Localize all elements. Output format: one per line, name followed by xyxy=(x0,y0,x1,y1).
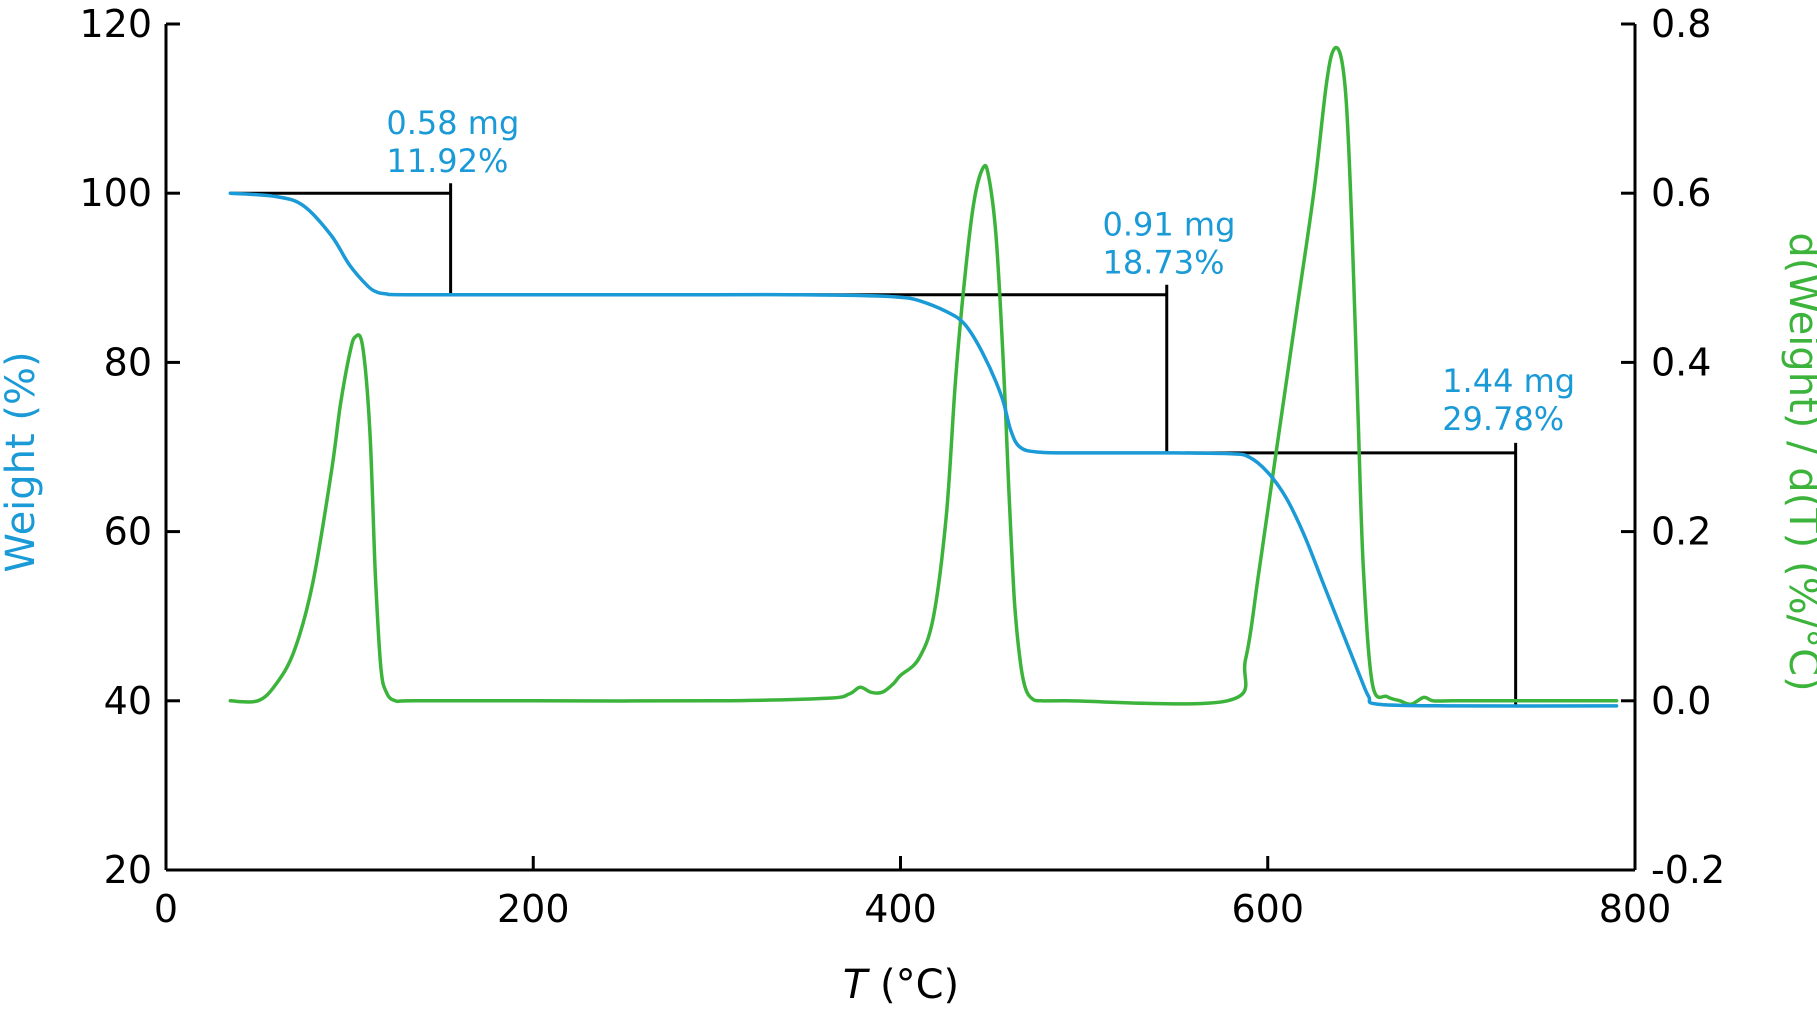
y-left-tick-label: 80 xyxy=(104,340,152,384)
y-left-tick-label: 40 xyxy=(104,679,152,723)
curves xyxy=(228,45,1619,708)
x-tick-label: 800 xyxy=(1599,887,1672,931)
y-left-tick-label: 100 xyxy=(79,171,152,215)
y-axis-left-title: Weight (%) xyxy=(0,351,44,572)
y-right-tick-label: 0.2 xyxy=(1651,510,1711,554)
step-percent-label: 29.78% xyxy=(1442,400,1564,438)
x-tick-label: 600 xyxy=(1231,887,1304,931)
step-percent-label: 11.92% xyxy=(386,142,508,180)
x-tick-label: 400 xyxy=(864,887,937,931)
y-right-tick-label: 0.4 xyxy=(1651,340,1711,384)
y-right-tick-label: 0.8 xyxy=(1651,2,1711,46)
step-mass-label: 1.44 mg xyxy=(1442,362,1575,400)
x-tick-label: 0 xyxy=(154,887,178,931)
y-left-tick-label: 60 xyxy=(104,510,152,554)
step-percent-label: 18.73% xyxy=(1102,244,1224,282)
axes: 0 200 400 600 800 20 40 60 80 100 120 -0.2 0.0 0.2 0.4… xyxy=(79,2,1725,931)
derivative-series-line xyxy=(228,45,1619,706)
y-left-tick-label: 20 xyxy=(104,848,152,892)
x-axis-title: T (°C) xyxy=(843,962,959,1008)
y-axis-right-title: d(Weight) / d(T) (%/°C) xyxy=(1780,232,1817,691)
weight-series-line xyxy=(228,191,1619,708)
y-right-tick-label: -0.2 xyxy=(1651,848,1725,892)
y-right-tick-label: 0.0 xyxy=(1651,679,1711,723)
step-mass-label: 0.58 mg xyxy=(386,104,519,142)
step-markers xyxy=(230,183,1518,706)
y-right-tick-label: 0.6 xyxy=(1651,171,1711,215)
x-tick-label: 200 xyxy=(497,887,570,931)
step-mass-label: 0.91 mg xyxy=(1102,206,1235,244)
y-left-tick-label: 120 xyxy=(79,2,152,46)
